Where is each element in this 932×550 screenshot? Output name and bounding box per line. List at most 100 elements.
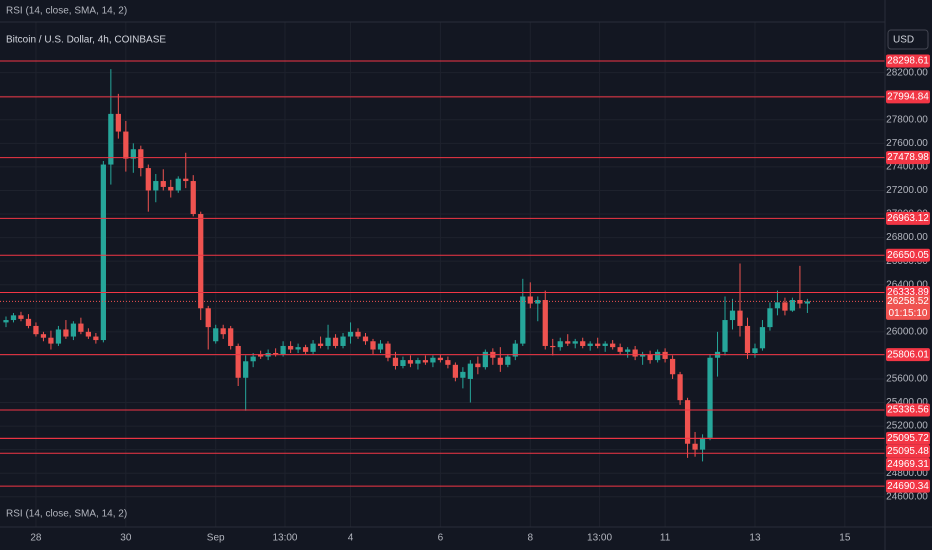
candle-body bbox=[25, 318, 32, 326]
x-tick-label: 11 bbox=[660, 533, 671, 544]
candle-body bbox=[198, 214, 204, 309]
candle-body bbox=[430, 357, 436, 363]
candle-body bbox=[572, 341, 578, 344]
candle-body bbox=[542, 300, 548, 346]
candle-body bbox=[302, 347, 309, 352]
x-tick-label: 4 bbox=[348, 533, 354, 544]
candle-body bbox=[18, 315, 24, 319]
candle-body bbox=[497, 357, 503, 365]
level-label-box bbox=[886, 457, 930, 471]
x-tick-label: 30 bbox=[120, 533, 132, 544]
candle-body bbox=[744, 325, 751, 354]
candle-body bbox=[385, 343, 391, 358]
level-label-box bbox=[886, 431, 930, 445]
candle-body bbox=[662, 351, 668, 359]
candle-body bbox=[190, 181, 196, 215]
candle-body bbox=[258, 354, 264, 357]
x-tick-label: 28 bbox=[30, 533, 42, 544]
candle-body bbox=[737, 310, 743, 326]
y-tick-label: 26000.00 bbox=[886, 326, 928, 337]
candle-body bbox=[317, 343, 324, 346]
candle-body bbox=[437, 357, 444, 361]
candle-body bbox=[587, 343, 593, 346]
candle-body bbox=[759, 327, 766, 349]
candle-body bbox=[205, 308, 211, 328]
grid bbox=[0, 22, 885, 527]
currency-label[interactable]: USD bbox=[893, 35, 914, 46]
candle-body bbox=[677, 374, 683, 401]
candle-body bbox=[512, 343, 518, 357]
candle-body bbox=[183, 178, 189, 182]
candle-body bbox=[595, 343, 601, 346]
candle-body bbox=[789, 300, 796, 311]
y-tick-label: 25600.00 bbox=[886, 374, 928, 385]
level-label: 26963.12 bbox=[887, 213, 929, 224]
candle-body bbox=[228, 328, 234, 346]
candle-body bbox=[699, 437, 706, 450]
level-label: 24690.34 bbox=[887, 481, 929, 492]
candle-body bbox=[782, 302, 788, 311]
candle-body bbox=[610, 343, 616, 348]
level-label-box bbox=[886, 444, 930, 458]
plot bbox=[0, 60, 885, 487]
candle-body bbox=[407, 360, 414, 364]
price-axis: 24600.0024800.0025000.0025200.0025400.00… bbox=[886, 54, 930, 502]
candle-body bbox=[684, 400, 691, 444]
x-tick-label: 15 bbox=[839, 533, 851, 544]
candle-body bbox=[243, 361, 249, 378]
level-label-box bbox=[886, 479, 930, 493]
candle-body bbox=[10, 315, 17, 321]
y-tick-label: 24600.00 bbox=[886, 491, 928, 502]
candle-body bbox=[452, 364, 459, 378]
candle-body bbox=[63, 329, 69, 337]
y-tick-label: 27400.00 bbox=[886, 162, 928, 173]
candle-body bbox=[692, 443, 698, 450]
candle-body bbox=[213, 328, 219, 342]
y-tick-label: 25400.00 bbox=[886, 397, 928, 408]
candle-body bbox=[722, 320, 728, 352]
y-tick-label: 26400.00 bbox=[886, 279, 928, 290]
level-label-box bbox=[886, 211, 930, 225]
candle-body bbox=[332, 337, 339, 346]
level-label: 26650.05 bbox=[887, 250, 929, 261]
candle-body bbox=[123, 131, 129, 159]
candle-body bbox=[273, 353, 279, 355]
candle-body bbox=[145, 168, 151, 191]
candle-body bbox=[752, 348, 758, 354]
candle-body bbox=[280, 345, 286, 355]
candle-body bbox=[527, 296, 533, 304]
x-tick-label: 6 bbox=[438, 533, 444, 544]
indicator-label: RSI (14, close, SMA, 14, 2) bbox=[6, 6, 127, 17]
candle-body bbox=[347, 331, 354, 337]
candle-body bbox=[250, 356, 256, 362]
candle-body bbox=[640, 354, 646, 357]
candle-body bbox=[310, 343, 316, 352]
last-price-label: 26258.52 bbox=[887, 296, 929, 307]
y-tick-label: 28200.00 bbox=[886, 67, 928, 78]
candle-body bbox=[362, 336, 369, 342]
candle-body bbox=[70, 323, 77, 337]
candle-body bbox=[565, 341, 571, 344]
candle-body bbox=[617, 347, 623, 352]
candle-body bbox=[175, 178, 181, 191]
candle-body bbox=[85, 331, 92, 337]
level-label: 24969.31 bbox=[887, 459, 929, 470]
candle-body bbox=[400, 360, 406, 366]
y-tick-label: 25200.00 bbox=[886, 421, 928, 432]
candle-body bbox=[235, 345, 241, 378]
level-label: 27994.84 bbox=[887, 91, 929, 102]
x-tick-label: 13:00 bbox=[272, 533, 297, 544]
candle-body bbox=[153, 181, 159, 191]
candle-body bbox=[78, 323, 84, 332]
candle-body bbox=[602, 343, 608, 346]
candle-body bbox=[797, 300, 803, 304]
candle-body bbox=[625, 349, 631, 352]
candle-body bbox=[100, 164, 106, 341]
candle-body bbox=[729, 310, 736, 321]
currency-button[interactable] bbox=[887, 29, 929, 50]
candle-body bbox=[392, 357, 399, 366]
candle-body bbox=[505, 356, 511, 365]
candle-body bbox=[475, 363, 481, 368]
